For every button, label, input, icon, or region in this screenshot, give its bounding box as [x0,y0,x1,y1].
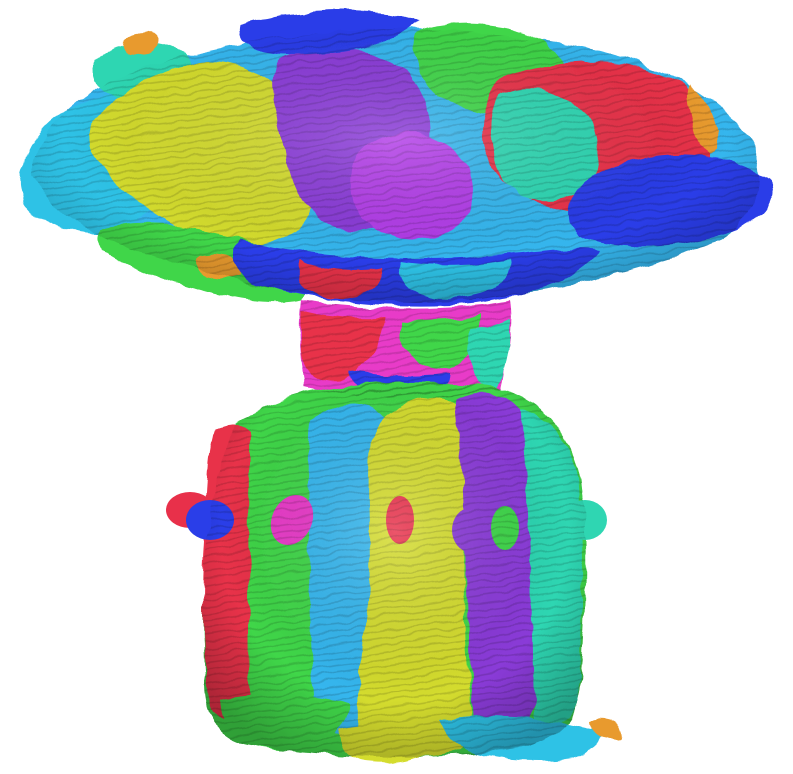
crown-orange-left [122,31,159,57]
crown-shading [30,29,760,302]
shading-overlay [30,29,760,757]
body-orange-bits [590,718,621,740]
neck-texture [298,300,512,398]
body-shading [203,381,586,757]
